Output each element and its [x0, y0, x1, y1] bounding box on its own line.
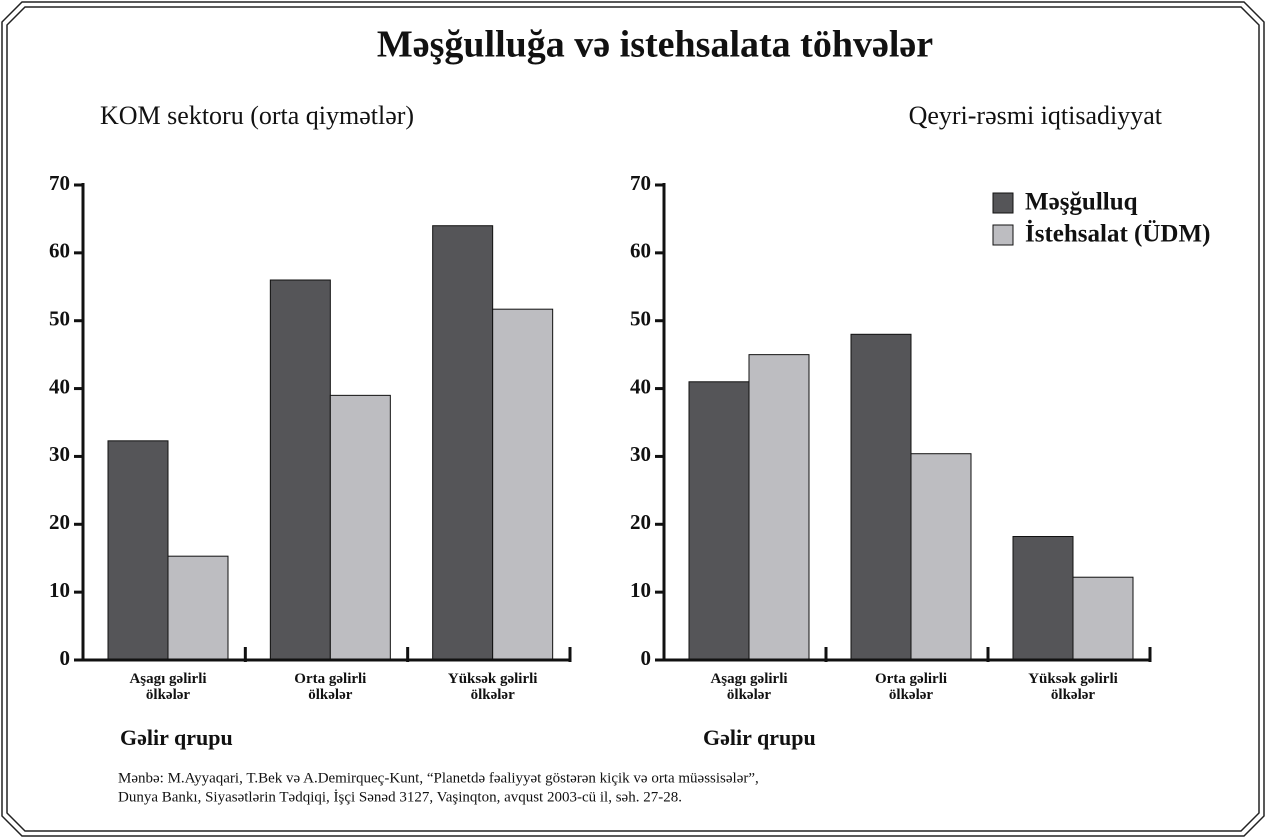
y-tick-label: 40 — [49, 374, 70, 398]
bar — [910, 453, 972, 661]
x-tick-label: Orta gəlirli ölkələr — [294, 671, 367, 703]
y-tick-label: 10 — [630, 578, 651, 602]
bar — [850, 333, 912, 661]
bar — [329, 394, 391, 661]
y-tick-label: 60 — [49, 239, 70, 263]
bar — [269, 279, 331, 661]
y-tick-label: 60 — [630, 239, 651, 263]
x-axis-label: Gəlir qrupu — [703, 725, 816, 750]
y-tick-label: 70 — [630, 171, 651, 195]
chart-subtitle: Qeyri-rəsmi iqtisadiyyat — [909, 101, 1163, 130]
y-tick-label: 30 — [630, 442, 651, 466]
y-tick-label: 30 — [49, 442, 70, 466]
y-tick-label: 40 — [630, 374, 651, 398]
x-tick-label: Orta gəlirli ölkələr — [874, 671, 948, 703]
legend-label: Məşğulluq — [1025, 189, 1138, 216]
bar — [167, 555, 229, 661]
bar — [1012, 536, 1074, 661]
y-tick-label: 0 — [641, 646, 652, 670]
page-title: Məşğulluğa və istehsalata töhvələr — [377, 24, 933, 66]
bar — [432, 225, 494, 661]
x-tick-label: Aşagı gəlirli ölkələr — [710, 671, 788, 703]
x-tick-label: Aşagı gəlirli ölkələr — [129, 671, 207, 703]
frame-inner — [6, 6, 1260, 832]
bar — [107, 440, 169, 661]
source-line: Dunya Bankı, Siyasətlərin Tədqiqi, İşçi … — [118, 789, 682, 805]
y-tick-label: 50 — [49, 307, 70, 331]
x-axis-label: Gəlir qrupu — [120, 725, 233, 750]
legend-swatch — [992, 192, 1014, 214]
bar — [1072, 576, 1134, 661]
x-tick-label: Yüksək gəlirli ölkələr — [447, 671, 538, 703]
y-tick-label: 20 — [630, 510, 651, 534]
y-tick-label: 70 — [49, 171, 70, 195]
x-tick-label: Yüksək gəlirli ölkələr — [1028, 671, 1118, 703]
legend-label: İstehsalat (ÜDM) — [1025, 220, 1210, 248]
bar — [748, 354, 810, 661]
bar — [688, 381, 750, 661]
y-tick-label: 20 — [49, 510, 70, 534]
source-line: Mənbə: M.Ayyaqari, T.Bek və A.Demirqueç-… — [118, 770, 759, 786]
chart-subtitle: KOM sektoru (orta qiymətlər) — [100, 101, 414, 130]
legend-swatch — [992, 224, 1014, 246]
y-tick-label: 10 — [49, 578, 70, 602]
y-tick-label: 0 — [60, 646, 71, 670]
y-tick-label: 50 — [630, 307, 651, 331]
bar — [492, 308, 554, 661]
